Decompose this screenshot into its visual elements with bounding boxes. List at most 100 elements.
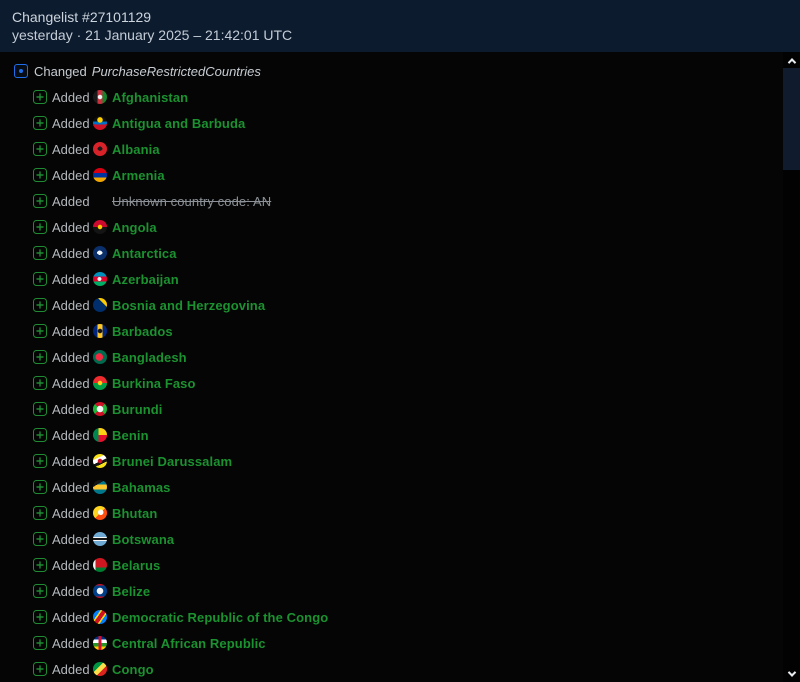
plus-square-icon[interactable] (33, 272, 47, 286)
added-country-list: Added Afghanistan Added Antigua and Barb… (0, 84, 800, 682)
plus-square-icon[interactable] (33, 220, 47, 234)
country-name: Botswana (112, 531, 175, 547)
country-flag-icon (93, 636, 107, 650)
country-name: Brunei Darussalam (112, 453, 233, 469)
plus-square-icon[interactable] (33, 584, 47, 598)
country-name: Afghanistan (112, 89, 189, 105)
country-flag-icon (93, 298, 107, 312)
country-flag-icon (93, 116, 107, 130)
changed-square-dot-icon[interactable] (14, 64, 28, 78)
added-label: Added (52, 89, 90, 105)
added-label: Added (52, 297, 90, 313)
country-name: Congo (112, 661, 154, 677)
added-row[interactable]: Added Afghanistan (0, 84, 800, 110)
country-name: Bosnia and Herzegovina (112, 297, 266, 313)
added-row[interactable]: Added Burkina Faso (0, 370, 800, 396)
country-flag-icon (93, 662, 107, 676)
country-name: Democratic Republic of the Congo (112, 609, 329, 625)
added-row[interactable]: Added Brunei Darussalam (0, 448, 800, 474)
added-label: Added (52, 453, 90, 469)
added-label: Added (52, 401, 90, 417)
added-label: Added (52, 583, 90, 599)
country-name: Belize (112, 583, 151, 599)
added-row[interactable]: Added Antigua and Barbuda (0, 110, 800, 136)
added-row[interactable]: Added Botswana (0, 526, 800, 552)
added-row[interactable]: Added Central African Republic (0, 630, 800, 656)
plus-square-icon[interactable] (33, 116, 47, 130)
country-flag-icon (93, 246, 107, 260)
added-row[interactable]: Added Barbados (0, 318, 800, 344)
country-flag-icon (93, 610, 107, 624)
country-flag-icon (93, 558, 107, 572)
country-flag-icon (93, 350, 107, 364)
added-row[interactable]: Added Antarctica (0, 240, 800, 266)
added-label: Added (52, 245, 90, 261)
plus-square-icon[interactable] (33, 324, 47, 338)
added-row[interactable]: Added Angola (0, 214, 800, 240)
added-row[interactable]: Added Benin (0, 422, 800, 448)
added-label: Added (52, 661, 90, 677)
changed-row[interactable]: Changed PurchaseRestrictedCountries (14, 62, 800, 80)
plus-square-icon[interactable] (33, 480, 47, 494)
plus-square-icon[interactable] (33, 610, 47, 624)
plus-square-icon[interactable] (33, 90, 47, 104)
plus-square-icon[interactable] (33, 376, 47, 390)
added-label: Added (52, 219, 90, 235)
country-flag-icon (93, 142, 107, 156)
added-row[interactable]: Added Burundi (0, 396, 800, 422)
scroll-up-button[interactable] (783, 53, 800, 68)
country-name: Bahamas (112, 479, 171, 495)
plus-square-icon[interactable] (33, 428, 47, 442)
plus-square-icon[interactable] (33, 636, 47, 650)
added-label: Added (52, 531, 90, 547)
country-flag-icon (93, 506, 107, 520)
plus-square-icon[interactable] (33, 194, 47, 208)
change-tree: Changed PurchaseRestrictedCountries Adde… (0, 52, 800, 682)
added-row[interactable]: Added Azerbaijan (0, 266, 800, 292)
changelist-title: Changelist #27101129 (12, 9, 152, 25)
country-flag-icon (93, 532, 107, 546)
added-row[interactable]: Added Armenia (0, 162, 800, 188)
plus-square-icon[interactable] (33, 298, 47, 312)
added-row[interactable]: Added Belize (0, 578, 800, 604)
country-name: Belarus (112, 557, 161, 573)
plus-square-icon[interactable] (33, 142, 47, 156)
country-flag-icon (93, 428, 107, 442)
added-label: Added (52, 505, 90, 521)
scrollbar-thumb[interactable] (783, 68, 800, 170)
added-row[interactable]: Added Bahamas (0, 474, 800, 500)
plus-square-icon[interactable] (33, 168, 47, 182)
plus-square-icon[interactable] (33, 532, 47, 546)
country-name: Angola (112, 219, 157, 235)
added-row[interactable]: Added Belarus (0, 552, 800, 578)
country-flag-icon (93, 376, 107, 390)
scrollbar[interactable] (783, 52, 800, 682)
added-row[interactable]: Added Bhutan (0, 500, 800, 526)
added-row[interactable]: Added Unknown country code: AN (0, 188, 800, 214)
country-name: Unknown country code: AN (112, 193, 272, 209)
added-row[interactable]: Added Congo (0, 656, 800, 682)
plus-square-icon[interactable] (33, 350, 47, 364)
added-row[interactable]: Added Bangladesh (0, 344, 800, 370)
country-flag-icon (93, 402, 107, 416)
scroll-down-button[interactable] (783, 666, 800, 681)
plus-square-icon[interactable] (33, 454, 47, 468)
plus-square-icon[interactable] (33, 662, 47, 676)
added-label: Added (52, 115, 90, 131)
added-row[interactable]: Added Albania (0, 136, 800, 162)
added-row[interactable]: Added Bosnia and Herzegovina (0, 292, 800, 318)
country-flag-icon (93, 168, 107, 182)
added-label: Added (52, 609, 90, 625)
added-label: Added (52, 375, 90, 391)
plus-square-icon[interactable] (33, 246, 47, 260)
changed-label: Changed (34, 63, 87, 79)
plus-square-icon[interactable] (33, 558, 47, 572)
country-name: Benin (112, 427, 149, 443)
added-label: Added (52, 193, 90, 209)
plus-square-icon[interactable] (33, 506, 47, 520)
added-row[interactable]: Added Democratic Republic of the Congo (0, 604, 800, 630)
plus-square-icon[interactable] (33, 402, 47, 416)
added-label: Added (52, 479, 90, 495)
added-label: Added (52, 271, 90, 287)
